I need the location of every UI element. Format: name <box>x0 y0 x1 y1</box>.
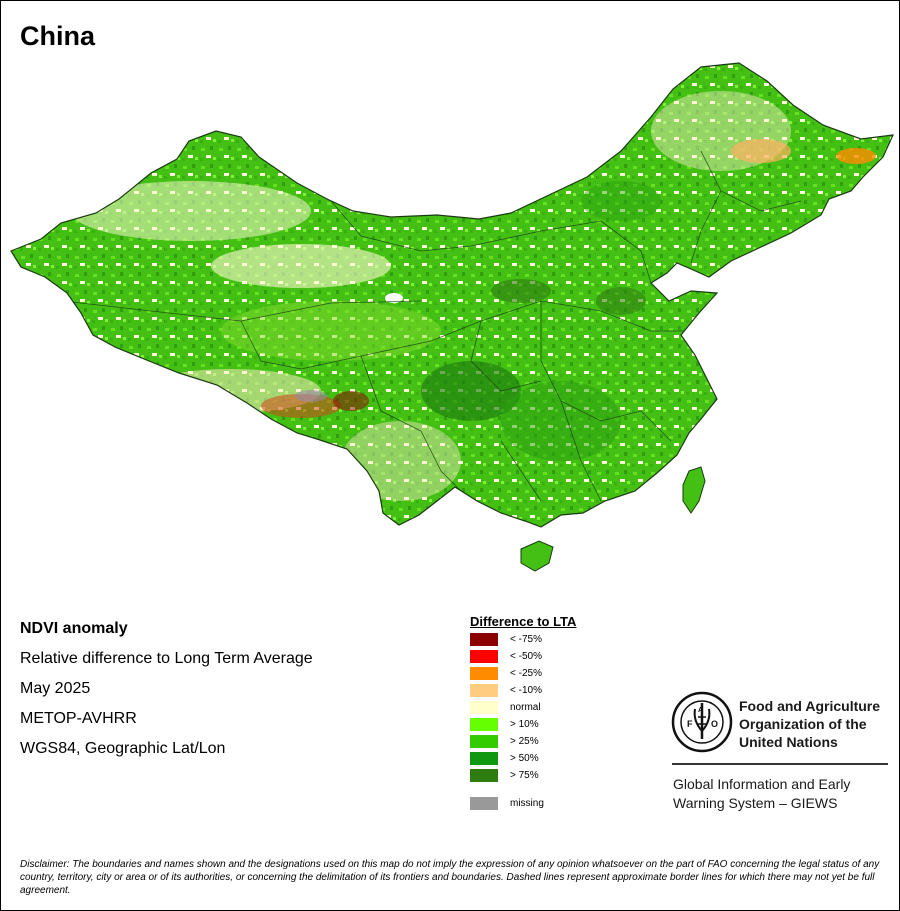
legend-label-missing: missing <box>510 798 544 809</box>
info-projection: WGS84, Geographic Lat/Lon <box>20 740 226 757</box>
info-sensor: METOP-AVHRR <box>20 710 137 727</box>
legend-label: < -50% <box>510 651 542 662</box>
legend-item: < -10% <box>470 684 610 698</box>
svg-text:A: A <box>698 707 703 714</box>
legend-label: > 75% <box>510 770 539 781</box>
legend-label: < -25% <box>510 668 542 679</box>
legend-label: > 10% <box>510 719 539 730</box>
svg-text:O: O <box>711 719 718 729</box>
giews-line2: Warning System – GIEWS <box>673 795 838 811</box>
legend-swatch <box>470 735 498 748</box>
info-title: NDVI anomaly <box>20 620 128 637</box>
fao-name-line2: Organization of the <box>739 716 867 732</box>
giews-name: Global Information and Early Warning Sys… <box>673 775 893 813</box>
legend-item: < -50% <box>470 650 610 664</box>
legend-item: > 75% <box>470 769 610 783</box>
svg-text:F: F <box>687 719 693 729</box>
fao-name-line3: United Nations <box>739 734 838 750</box>
legend-swatch <box>470 718 498 731</box>
legend-swatch <box>470 684 498 697</box>
fao-organization-name: Food and Agriculture Organization of the… <box>739 697 899 751</box>
legend-label: < -10% <box>510 685 542 696</box>
legend-swatch <box>470 752 498 765</box>
info-date: May 2025 <box>20 680 91 697</box>
legend-swatch <box>470 769 498 782</box>
fao-divider <box>672 763 888 765</box>
legend-swatch <box>470 633 498 646</box>
legend-item-missing: missing <box>470 797 610 811</box>
legend-swatch <box>470 650 498 663</box>
fao-name-line1: Food and Agriculture <box>739 698 881 714</box>
legend-item: > 25% <box>470 735 610 749</box>
legend-title: Difference to LTA <box>470 614 577 629</box>
legend-swatch <box>470 667 498 680</box>
legend-label: > 50% <box>510 753 539 764</box>
disclaimer: Disclaimer: The boundaries and names sho… <box>20 859 880 896</box>
info-description: Relative difference to Long Term Average <box>20 650 313 667</box>
map-title: China <box>20 21 96 51</box>
legend-swatch <box>470 701 498 714</box>
legend-item: < -25% <box>470 667 610 681</box>
legend-item: > 10% <box>470 718 610 732</box>
legend-item: normal <box>470 701 610 715</box>
china-ndvi-map <box>10 62 894 572</box>
legend-swatch-missing <box>470 797 498 810</box>
legend-item: < -75% <box>470 633 610 647</box>
legend-label: < -75% <box>510 634 542 645</box>
legend-label: > 25% <box>510 736 539 747</box>
legend-label: normal <box>510 702 541 713</box>
legend-item: > 50% <box>470 752 610 766</box>
giews-line1: Global Information and Early <box>673 776 851 792</box>
fao-logo-icon: F O A <box>671 691 733 753</box>
